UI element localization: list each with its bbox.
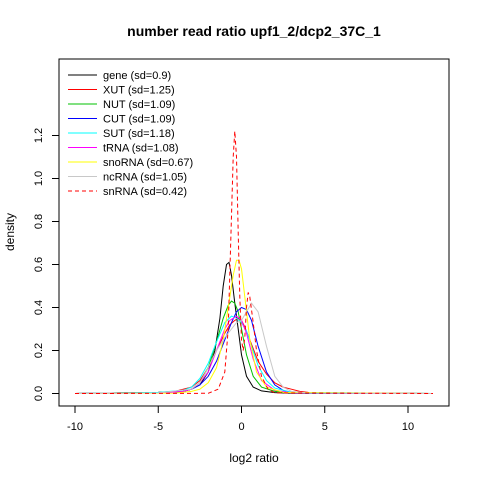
y-tick-label: 0.0	[33, 386, 45, 401]
legend-label: CUT (sd=1.09)	[103, 114, 175, 126]
legend-label: snRNA (sd=0.42)	[103, 186, 187, 198]
y-axis-label: density	[3, 213, 17, 251]
y-tick-label: 0.4	[33, 300, 45, 315]
y-tick-label: 0.8	[33, 214, 45, 229]
series-line-6	[74, 259, 434, 394]
y-axis: 0.0 0.2 0.4 0.6 0.8 1.0 1.2	[33, 128, 60, 401]
chart-title: number read ratio upf1_2/dcp2_37C_1	[127, 23, 381, 39]
x-tick-label: 5	[322, 421, 328, 433]
legend-label: tRNA (sd=1.08)	[103, 143, 179, 155]
legend-label: snoRNA (sd=0.67)	[103, 157, 193, 169]
y-tick-label: 0.2	[33, 343, 45, 358]
legend: gene (sd=0.9) XUT (sd=1.25) NUT (sd=1.09) C…	[68, 70, 193, 198]
x-axis-label: log2 ratio	[229, 451, 279, 465]
legend-label: SUT (sd=1.18)	[103, 128, 175, 140]
legend-label: NUT (sd=1.09)	[103, 99, 175, 111]
series-line-8	[74, 131, 434, 394]
series-layer	[74, 131, 434, 394]
y-tick-label: 1.2	[33, 128, 45, 143]
legend-label: gene (sd=0.9)	[103, 70, 171, 82]
legend-label: XUT (sd=1.25)	[103, 85, 175, 97]
legend-label: ncRNA (sd=1.05)	[103, 172, 187, 184]
series-line-7	[74, 302, 434, 394]
x-tick-label: 10	[402, 421, 414, 433]
x-axis: -10 -5 0 5 10	[67, 405, 414, 433]
x-tick-label: -5	[153, 421, 163, 433]
x-tick-label: 0	[238, 421, 244, 433]
y-tick-label: 1.0	[33, 171, 45, 186]
y-tick-label: 0.6	[33, 257, 45, 272]
x-tick-label: -10	[67, 421, 83, 433]
